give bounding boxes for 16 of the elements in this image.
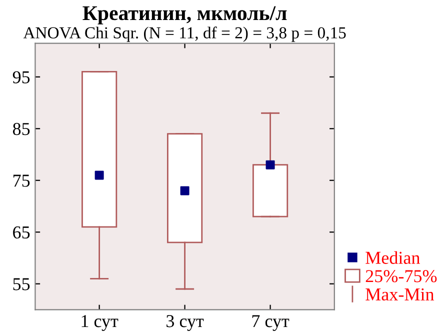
x-tick-label: 7 сут <box>252 315 290 331</box>
y-tick-label: 65 <box>13 226 30 239</box>
point <box>266 160 275 170</box>
y-tick-label: 55 <box>13 278 30 290</box>
chart-title: Креатинин, мкмоль/л <box>82 6 287 24</box>
y-tick-label: 85 <box>12 122 30 136</box>
x-tick-label: 3 сут <box>166 315 204 331</box>
text: Max-Min <box>366 288 434 301</box>
point <box>180 186 190 196</box>
legend-label: 25%-75% <box>366 270 437 282</box>
legend-label: Median <box>366 251 420 264</box>
y-tick-label: 95 <box>12 71 30 84</box>
point <box>94 170 104 180</box>
y-tick-label: 75 <box>13 174 30 187</box>
chart-subtitle: ANOVA Chi Sqr. (N = 11, df = 2) = 3,8 p = 0,15 <box>23 26 346 42</box>
x-tick-label: 1 сут <box>82 315 118 331</box>
